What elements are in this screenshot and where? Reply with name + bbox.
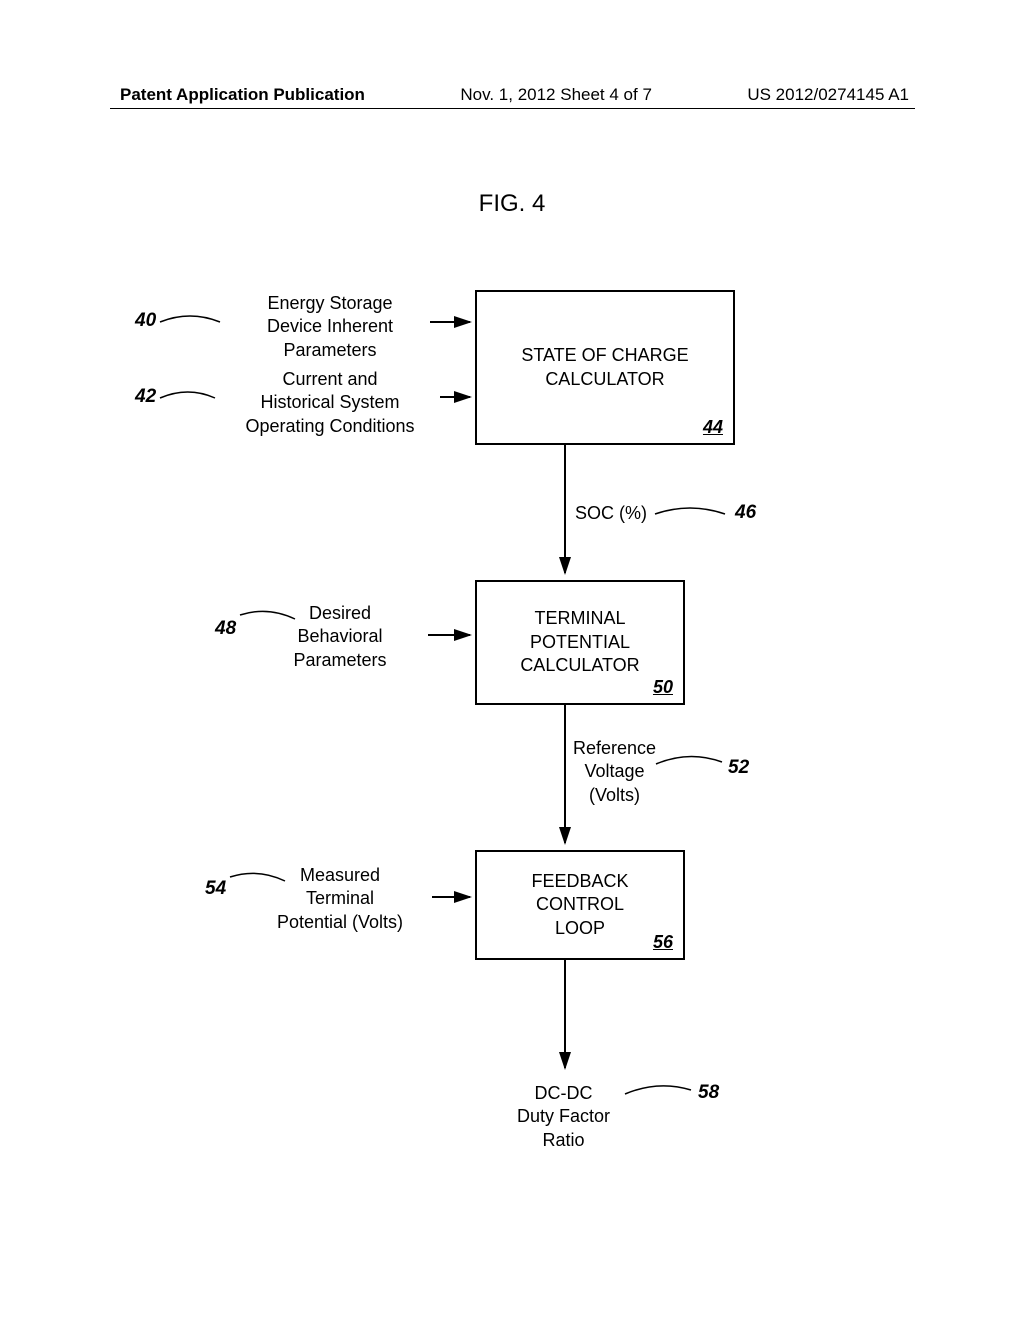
box-50-text: TERMINAL POTENTIAL CALCULATOR [520, 607, 639, 677]
signal-duty: DC-DC Duty Factor Ratio [517, 1082, 610, 1152]
arrow-44-to-50 [558, 445, 578, 585]
ref-58: 58 [698, 1082, 719, 1104]
box-terminal-potential-calculator: TERMINAL POTENTIAL CALCULATOR 50 [475, 580, 685, 705]
swoosh-48 [240, 603, 305, 623]
ref-54: 54 [205, 878, 226, 900]
swoosh-54 [230, 865, 295, 885]
swoosh-40 [160, 310, 230, 330]
ref-40: 40 [135, 310, 156, 332]
header-divider [110, 108, 915, 109]
input-40-text: Energy Storage Device Inherent Parameter… [230, 292, 430, 362]
arrow-54-to-56 [432, 890, 480, 910]
arrow-50-to-56 [558, 705, 578, 855]
swoosh-58 [625, 1080, 700, 1100]
ref-46: 46 [735, 502, 756, 524]
swoosh-52 [656, 750, 731, 770]
box-feedback-control-loop: FEEDBACK CONTROL LOOP 56 [475, 850, 685, 960]
swoosh-42 [160, 386, 225, 406]
ref-52: 52 [728, 757, 749, 779]
ref-48: 48 [215, 618, 236, 640]
ref-42: 42 [135, 386, 156, 408]
box-state-of-charge-calculator: STATE OF CHARGE CALCULATOR 44 [475, 290, 735, 445]
input-42-text: Current and Historical System Operating … [220, 368, 440, 438]
box-44-text: STATE OF CHARGE CALCULATOR [521, 344, 688, 391]
header-right: US 2012/0274145 A1 [747, 85, 909, 105]
header-center: Nov. 1, 2012 Sheet 4 of 7 [460, 85, 652, 105]
arrow-56-to-out [558, 960, 578, 1080]
signal-refv: Reference Voltage (Volts) [573, 737, 656, 807]
flow-diagram: STATE OF CHARGE CALCULATOR 44 TERMINAL P… [80, 250, 950, 1200]
header-left: Patent Application Publication [120, 85, 365, 105]
box-56-ref: 56 [653, 931, 673, 954]
signal-soc: SOC (%) [575, 502, 647, 525]
figure-title: FIG. 4 [0, 190, 1024, 218]
arrow-48-to-50 [428, 628, 478, 648]
arrow-40-to-44 [430, 315, 480, 335]
box-44-ref: 44 [703, 416, 723, 439]
box-56-text: FEEDBACK CONTROL LOOP [531, 870, 628, 940]
arrow-42-to-44 [440, 390, 480, 410]
swoosh-46 [655, 502, 735, 522]
box-50-ref: 50 [653, 676, 673, 699]
